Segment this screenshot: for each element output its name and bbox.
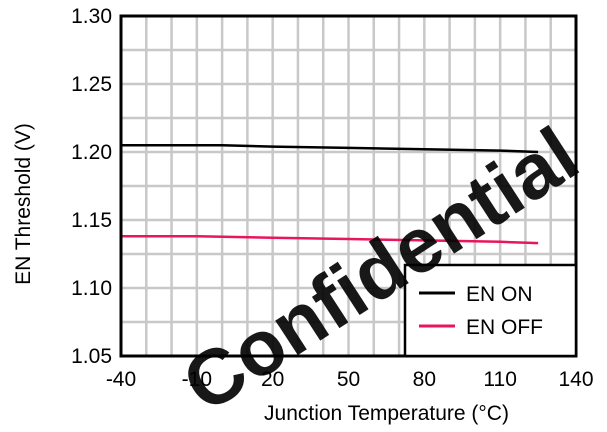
x-tick-label: 20 [261,368,284,391]
y-tick-label: 1.05 [71,345,112,368]
y-tick-label: 1.25 [71,73,112,96]
series-line-en-on [121,143,539,154]
series-line-en-off [121,235,539,245]
y-axis-title: EN Threshold (V) [12,123,35,285]
legend: EN ON EN OFF [403,263,578,358]
x-tick-label: 110 [483,368,516,391]
tick-labels: -40 -10 20 50 80 110 140 1.05 1.10 1.15 1.20 1.25 1.… [71,5,593,391]
x-axis-title: Junction Temperature (°C) [264,402,509,425]
plot-frame [119,14,578,358]
legend-box [403,263,578,358]
y-tick-label: 1.15 [71,209,112,232]
x-tick-label: 140 [558,368,593,391]
y-tick-label: 1.10 [71,277,112,300]
legend-label-en-on: EN ON [466,283,533,306]
legend-label-en-off: EN OFF [466,316,543,339]
series-group [121,143,539,245]
x-tick-label: -10 [182,368,212,391]
x-tick-label: -40 [106,368,136,391]
x-tick-label: 50 [337,368,360,391]
y-tick-label: 1.30 [71,5,112,28]
x-tick-label: 80 [413,368,436,391]
y-tick-label: 1.20 [71,141,112,164]
